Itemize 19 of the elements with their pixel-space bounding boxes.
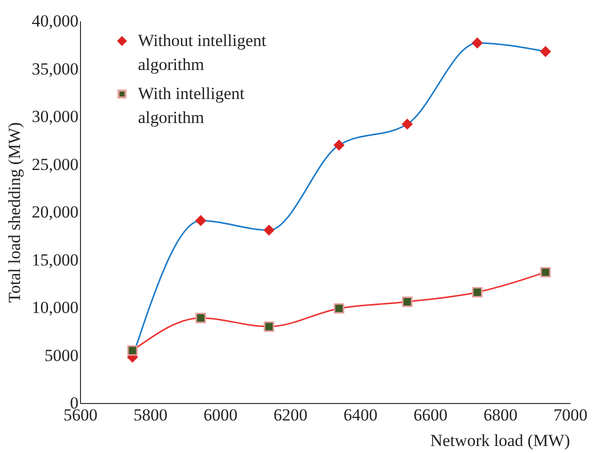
y-tick-label: 5000 xyxy=(44,346,78,365)
y-tick-label: 40,000 xyxy=(32,12,78,30)
x-tick-label: 6800 xyxy=(484,406,518,424)
y-tick-label: 35,000 xyxy=(32,59,78,78)
y-axis-title: Total load shedding (MW) xyxy=(4,122,24,303)
x-tick-label: 6200 xyxy=(274,406,308,424)
x-axis-title: Network load (MW) xyxy=(430,431,570,450)
y-tick-label: 15,000 xyxy=(32,250,78,270)
y-tick-label: 25,000 xyxy=(32,154,78,174)
y-tick-label: 10,000 xyxy=(32,298,78,317)
x-tick-label: 5800 xyxy=(134,406,168,424)
x-tick-label: 6400 xyxy=(344,406,378,424)
legend-label: Without intelligent algorithm xyxy=(138,31,266,74)
x-tick-label: 6600 xyxy=(414,406,448,424)
legend-label: With intelligent algorithm xyxy=(138,84,245,127)
x-tick-label: 7000 xyxy=(554,406,588,424)
y-tick-label: 20,000 xyxy=(32,202,78,222)
x-tick-label: 6000 xyxy=(204,406,238,424)
y-tick-label: 30,000 xyxy=(32,107,78,126)
